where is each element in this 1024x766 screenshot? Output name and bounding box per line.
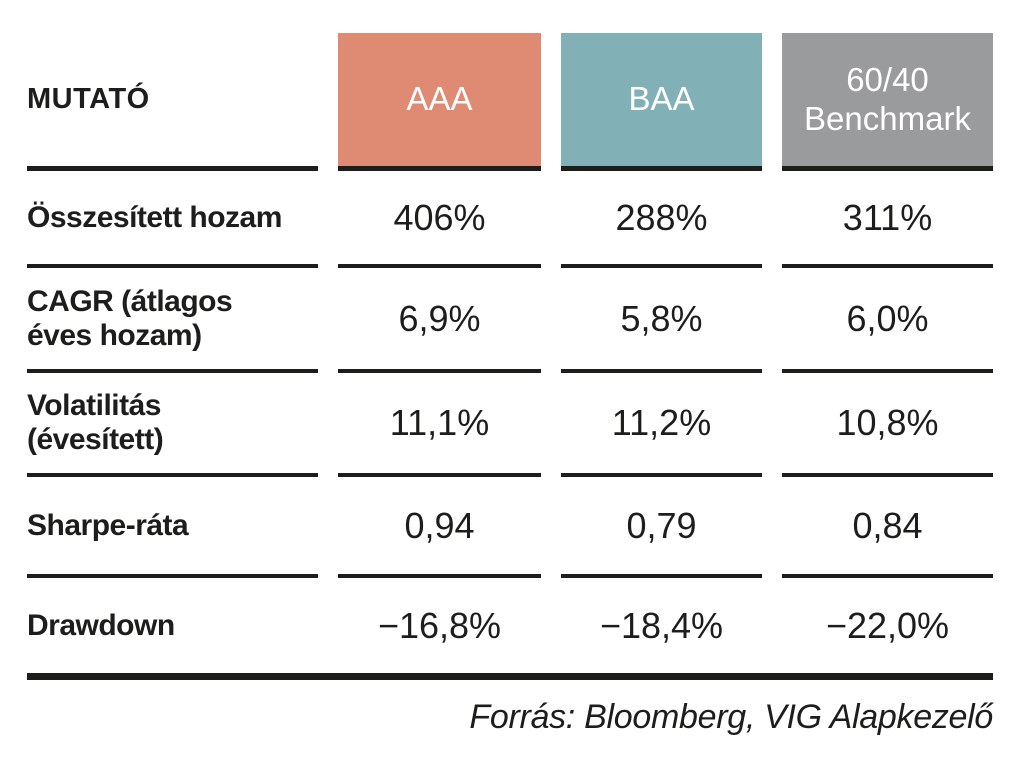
metrics-table: MUTATÓ AAA BAA 60/40 Benchmark Összesíte…	[27, 33, 993, 673]
source-note: Forrás: Bloomberg, VIG Alapkezelő	[469, 698, 993, 736]
cell-osszesitett-hozam-baa: 288%	[561, 171, 762, 268]
cell-cagr-baa: 5,8%	[561, 268, 762, 373]
row-label-volatilitas: Volatilitás (évesített)	[27, 373, 318, 477]
column-header-baa: BAA	[561, 33, 762, 171]
cell-sharpe-aaa: 0,94	[338, 477, 541, 578]
cell-osszesitett-hozam-benchmark: 311%	[782, 171, 993, 268]
cell-drawdown-benchmark: −22,0%	[825, 604, 950, 646]
cell-cagr-benchmark: 6,0%	[782, 268, 993, 373]
cell-volatilitas-benchmark: 10,8%	[782, 373, 993, 477]
cell-drawdown-aaa: −16,8%	[377, 604, 502, 646]
column-header-benchmark: 60/40 Benchmark	[782, 33, 993, 171]
row-label-drawdown: Drawdown	[27, 608, 175, 642]
row-label-osszesitett-hozam: Összesített hozam	[27, 171, 318, 268]
cell-sharpe-benchmark: 0,84	[782, 477, 993, 578]
row-label-cagr: CAGR (átlagos éves hozam)	[27, 268, 318, 373]
table-bottom-rule	[27, 673, 993, 680]
column-header-aaa: AAA	[338, 33, 541, 171]
cell-volatilitas-aaa: 11,1%	[338, 373, 541, 477]
cell-sharpe-baa: 0,79	[561, 477, 762, 578]
column-header-mutato: MUTATÓ	[27, 33, 318, 171]
cell-osszesitett-hozam-aaa: 406%	[338, 171, 541, 268]
cell-volatilitas-baa: 11,2%	[561, 373, 762, 477]
row-label-sharpe-rata: Sharpe-ráta	[27, 477, 318, 578]
cell-drawdown-baa: −18,4%	[599, 604, 724, 646]
cell-cagr-aaa: 6,9%	[338, 268, 541, 373]
